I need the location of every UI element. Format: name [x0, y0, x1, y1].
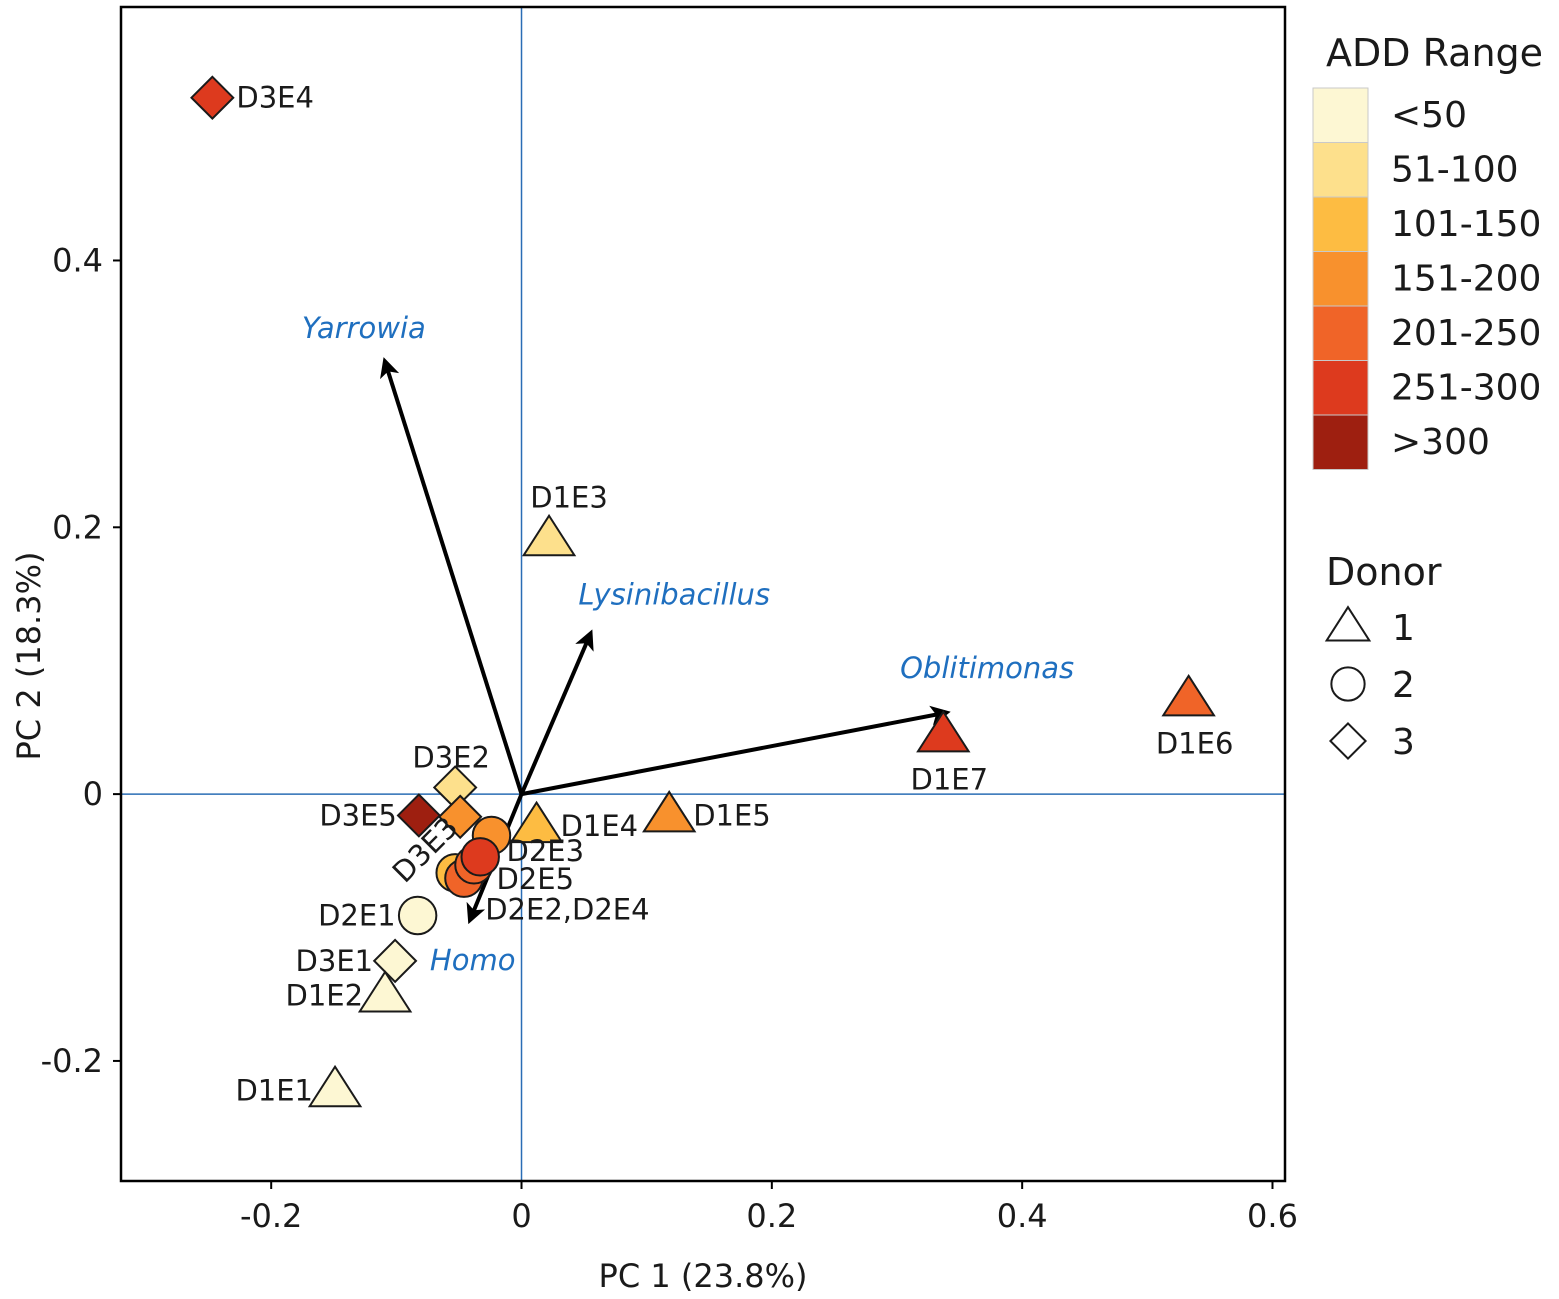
data-points	[190, 75, 1216, 1108]
data-point	[521, 513, 577, 557]
point-label: D3E4	[236, 81, 314, 115]
point-label: D1E5	[693, 798, 771, 832]
legend-range-label: <50	[1391, 95, 1467, 136]
legend-donor-marker	[1324, 605, 1372, 642]
legend-range-label: >300	[1391, 422, 1490, 463]
legend: ADD Range <50 51-100 101-150 151-200 201-250 2…	[1312, 31, 1543, 763]
data-point	[307, 1064, 363, 1108]
data-point	[460, 837, 500, 877]
x-tick-label: 0.6	[1247, 1197, 1298, 1235]
legend-swatch	[1312, 305, 1369, 361]
data-point	[916, 710, 971, 753]
y-tick-label: 0.4	[52, 241, 103, 279]
axes: -0.2 0 0.2 0.4 0.6 -0.2 0 0.2 0.4 PC 1 (23.8%) PC …	[10, 241, 1298, 1295]
point-label: D2E1	[318, 899, 396, 933]
data-point	[397, 895, 438, 936]
legend-range-label: 101-150	[1391, 204, 1541, 245]
x-tick-label: 0.2	[746, 1197, 797, 1235]
legend-donor-label: 1	[1392, 608, 1415, 649]
vector-label: Homo	[430, 943, 516, 977]
legend-swatch	[1312, 142, 1369, 198]
group-label: D2E3	[506, 834, 584, 868]
legend-donor-marker	[1330, 666, 1366, 702]
legend-range-label: 251-300	[1391, 368, 1541, 409]
legend-swatch	[1312, 414, 1369, 470]
x-tick-label: 0.4	[997, 1197, 1048, 1235]
group-label: D2E2,D2E4	[485, 893, 649, 927]
vector-label: Lysinibacillus	[578, 578, 770, 612]
legend-add-title: ADD Range	[1326, 31, 1543, 75]
loading-vectors	[380, 357, 951, 925]
y-tick-label: 0	[83, 775, 103, 813]
data-point	[372, 938, 418, 984]
x-tick-label: -0.2	[240, 1197, 302, 1235]
vector-label: Oblitimonas	[900, 651, 1074, 685]
point-label: D1E6	[1156, 726, 1234, 760]
legend-range-label: 51-100	[1391, 150, 1519, 191]
y-axis-title: PC 2 (18.3%)	[10, 552, 48, 761]
data-point	[1161, 673, 1216, 717]
legend-donor-label: 2	[1392, 665, 1415, 706]
point-label: D1E3	[530, 480, 608, 514]
legend-range-label: 151-200	[1391, 259, 1541, 300]
legend-donor-marker	[1328, 721, 1368, 761]
point-label: D1E2	[286, 979, 364, 1013]
y-tick-label: -0.2	[41, 1042, 103, 1080]
legend-donor-title: Donor	[1326, 550, 1442, 594]
data-point	[437, 794, 483, 840]
legend-swatch	[1312, 196, 1369, 252]
data-point	[642, 790, 697, 833]
vector-arrow	[521, 705, 951, 797]
point-label: D3E2	[412, 740, 490, 774]
x-tick-label: 0	[511, 1197, 531, 1235]
y-tick-label: 0.2	[52, 508, 103, 546]
point-label: D3E1	[296, 944, 374, 978]
legend-donor-label: 3	[1392, 722, 1415, 763]
legend-swatch	[1312, 360, 1369, 416]
point-label: D3E5	[319, 798, 397, 832]
reference-lines	[121, 7, 1285, 1181]
legend-range-label: 201-250	[1391, 313, 1541, 354]
data-point	[190, 75, 235, 121]
legend-swatch	[1312, 251, 1369, 307]
data-point	[509, 800, 564, 844]
point-label: D1E1	[235, 1073, 313, 1107]
vector-arrow	[519, 629, 594, 795]
legend-swatch	[1312, 87, 1369, 143]
point-label: D1E7	[911, 762, 989, 796]
vector-arrow	[380, 357, 524, 795]
point-label: D1E4	[561, 809, 639, 843]
data-point	[396, 793, 442, 838]
plot-frame	[119, 5, 1287, 1183]
x-axis-title: PC 1 (23.8%)	[599, 1257, 808, 1295]
data-point	[357, 970, 413, 1013]
vector-label: Yarrowia	[302, 311, 426, 345]
group-label: D2E5	[496, 862, 574, 896]
